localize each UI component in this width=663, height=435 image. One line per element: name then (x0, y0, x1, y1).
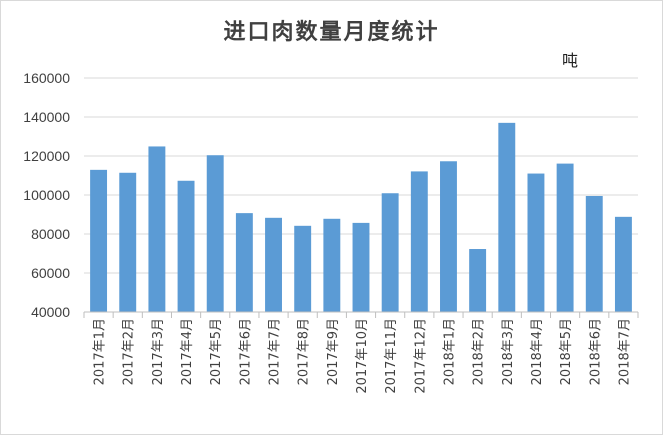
bar (614, 216, 632, 312)
y-tick-label: 140000 (23, 109, 70, 125)
x-tick-label: 2017年11月 (384, 318, 399, 394)
bar (323, 218, 341, 312)
x-tick-label: 2017年10月 (355, 318, 370, 394)
chart-title: 进口肉数量月度统计 (223, 19, 440, 45)
bar (177, 180, 195, 312)
x-tick-label: 2017年2月 (122, 318, 137, 385)
x-tick-label: 2018年2月 (472, 318, 487, 385)
x-tick-label: 2017年9月 (326, 318, 341, 385)
x-tick-label: 2018年5月 (559, 318, 574, 385)
bar (527, 173, 545, 312)
x-tick-label: 2018年1月 (442, 318, 457, 385)
bar (410, 171, 428, 312)
y-tick-label: 100000 (23, 187, 70, 203)
x-tick-label: 2017年4月 (180, 318, 195, 385)
x-tick-label: 2018年4月 (530, 318, 545, 385)
bar (294, 225, 312, 312)
y-tick-label: 60000 (31, 265, 70, 281)
bar (469, 249, 487, 312)
bar (585, 195, 603, 312)
y-tick-label: 40000 (31, 304, 70, 320)
x-tick-label: 2018年7月 (617, 318, 632, 385)
x-tick-label: 2017年8月 (297, 318, 312, 385)
y-tick-label: 160000 (23, 70, 70, 86)
x-tick-label: 2018年3月 (501, 318, 516, 385)
bar (119, 172, 137, 312)
bar (498, 122, 516, 312)
x-tick-label: 2017年3月 (151, 318, 166, 385)
y-tick-label: 120000 (23, 148, 70, 164)
x-tick-label: 2017年5月 (209, 318, 224, 385)
unit-label: 吨 (562, 51, 579, 70)
bar (206, 155, 224, 312)
x-tick-label: 2017年7月 (268, 318, 283, 385)
bar (556, 163, 574, 312)
bar (90, 169, 108, 312)
y-tick-label: 80000 (31, 226, 70, 242)
bar (265, 217, 282, 312)
bar (235, 213, 253, 312)
bar (352, 222, 370, 312)
bar (440, 161, 457, 312)
x-tick-label: 2018年6月 (588, 318, 603, 385)
x-tick-label: 2017年12月 (413, 318, 428, 394)
bar (148, 146, 166, 312)
x-tick-label: 2017年6月 (238, 318, 253, 385)
bar (381, 193, 399, 312)
x-tick-label: 2017年1月 (93, 318, 108, 385)
